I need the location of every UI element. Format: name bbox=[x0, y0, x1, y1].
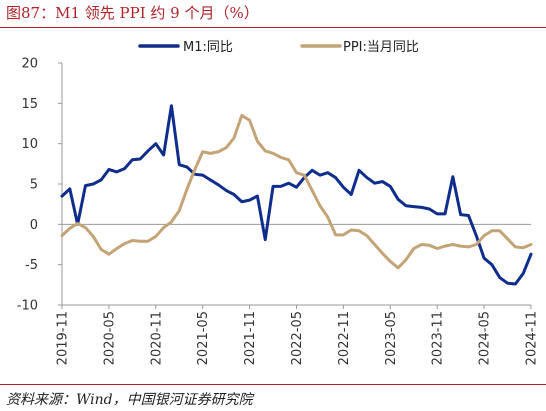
y-tick-label: 0 bbox=[30, 218, 38, 233]
source-divider bbox=[0, 384, 546, 385]
y-tick-label: 15 bbox=[21, 97, 38, 112]
y-axis: -10 -5 0 5 10 15 20 bbox=[17, 57, 62, 314]
chart: M1:同比 PPI:当月同比 -10 -5 0 5 10 15 20 2019-11 2020-… bbox=[17, 40, 540, 365]
x-tick-label: 2022-05 bbox=[290, 311, 305, 365]
x-tick-label: 2024-11 bbox=[525, 311, 540, 365]
x-tick-label: 2024-05 bbox=[478, 311, 493, 365]
plot-area bbox=[60, 63, 533, 306]
x-tick-label: 2021-05 bbox=[196, 311, 211, 365]
legend-label-ppi: PPI:当月同比 bbox=[343, 40, 419, 55]
x-tick-label: 2023-11 bbox=[431, 311, 446, 365]
x-tick-label: 2019-11 bbox=[56, 311, 71, 365]
x-axis: 2019-11 2020-05 2020-11 2021-05 2021-11 2022-… bbox=[56, 305, 540, 365]
x-tick-label: 2020-05 bbox=[102, 311, 117, 365]
series-line-m1 bbox=[60, 104, 533, 286]
y-tick-label: -5 bbox=[25, 258, 38, 273]
x-tick-label: 2021-11 bbox=[243, 311, 258, 365]
x-tick-label: 2023-05 bbox=[384, 311, 399, 365]
y-tick-label: 20 bbox=[21, 57, 38, 72]
legend-label-m1: M1:同比 bbox=[183, 40, 233, 55]
figure-title: 图87：M1 领先 PPI 约 9 个月（%） bbox=[6, 4, 259, 22]
legend: M1:同比 PPI:当月同比 bbox=[138, 40, 419, 55]
title-divider bbox=[0, 27, 546, 28]
series-line-ppi bbox=[60, 113, 533, 270]
source-note: 资料来源：Wind，中国银河证券研究院 bbox=[6, 392, 253, 408]
y-tick-label: 5 bbox=[30, 178, 38, 193]
y-tick-label: 10 bbox=[21, 137, 38, 152]
x-tick-label: 2022-11 bbox=[337, 311, 352, 365]
x-tick-label: 2020-11 bbox=[149, 311, 164, 365]
y-tick-label: -10 bbox=[17, 299, 38, 314]
